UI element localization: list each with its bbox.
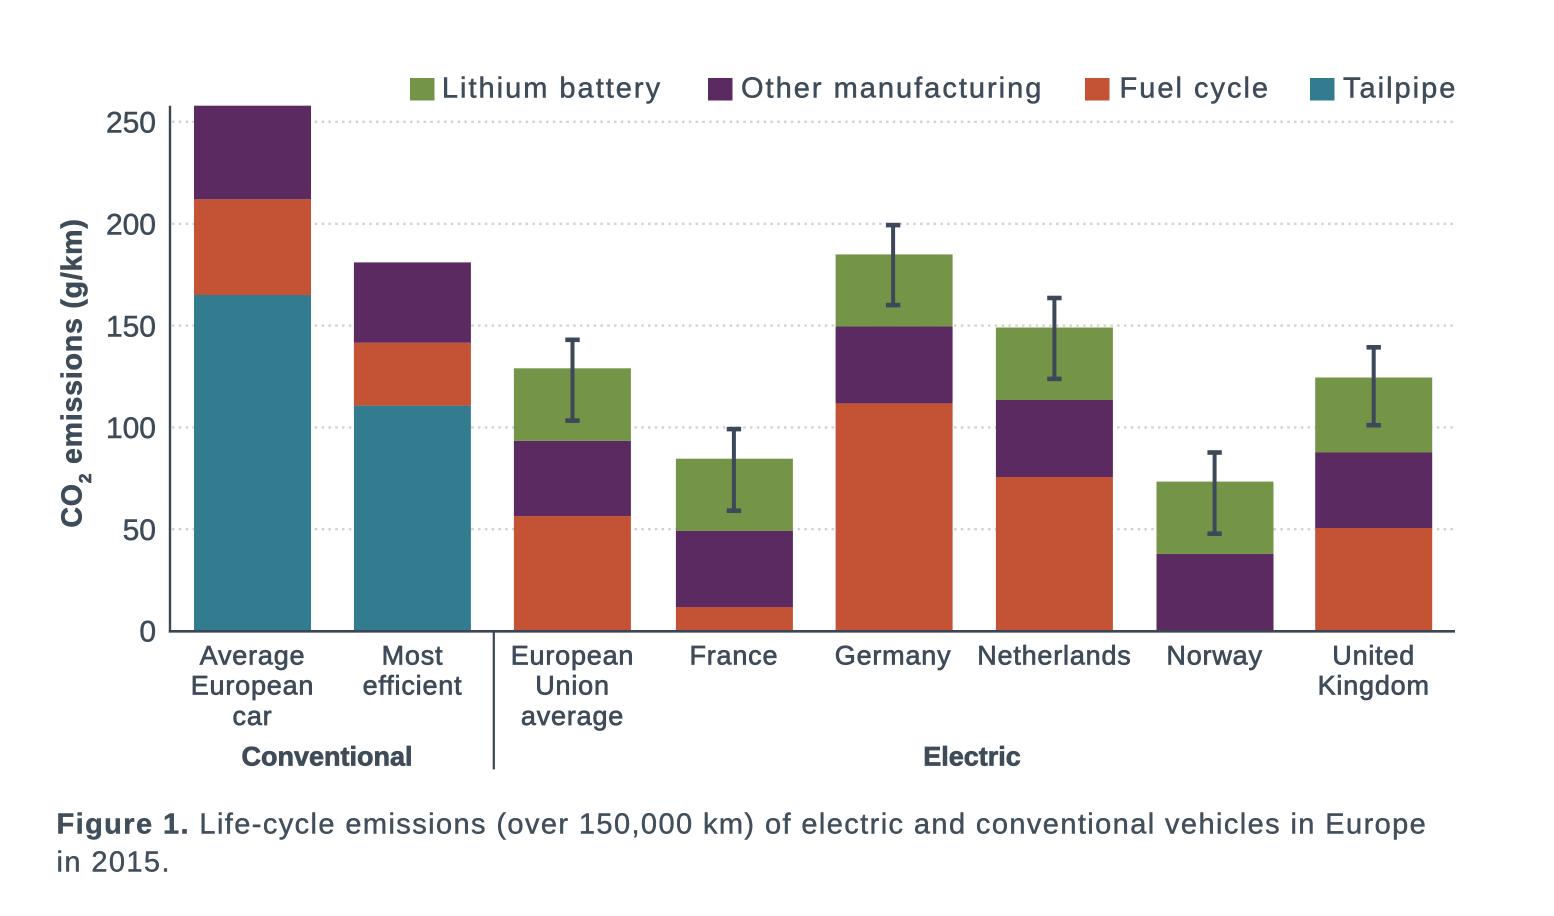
svg-text:Union: Union	[535, 671, 610, 701]
svg-text:European: European	[511, 640, 635, 670]
svg-text:Fuel cycle: Fuel cycle	[1120, 72, 1271, 104]
svg-text:Tailpipe: Tailpipe	[1343, 72, 1457, 104]
svg-text:average: average	[521, 701, 624, 731]
svg-text:European: European	[191, 671, 315, 701]
svg-text:Netherlands: Netherlands	[977, 640, 1131, 670]
svg-text:United: United	[1332, 640, 1415, 670]
svg-text:car: car	[233, 701, 273, 731]
svg-text:150: 150	[106, 310, 156, 343]
svg-text:100: 100	[106, 412, 156, 445]
svg-text:200: 200	[106, 209, 156, 242]
svg-text:Lithium battery: Lithium battery	[442, 72, 662, 104]
svg-text:Conventional: Conventional	[241, 742, 412, 772]
svg-text:250: 250	[106, 107, 156, 140]
svg-text:Average: Average	[200, 640, 306, 670]
svg-text:efficient: efficient	[363, 671, 463, 701]
svg-text:Germany: Germany	[835, 640, 952, 670]
svg-text:Figure 1. Life-cycle emissions: Figure 1. Life-cycle emissions (over 150…	[57, 808, 1428, 840]
svg-text:CO2 emissions (g/km): CO2 emissions (g/km)	[57, 218, 96, 527]
svg-text:France: France	[689, 640, 778, 670]
svg-text:Norway: Norway	[1166, 640, 1262, 670]
svg-text:in 2015.: in 2015.	[57, 846, 171, 878]
svg-text:Most: Most	[382, 640, 444, 670]
svg-text:Other manufacturing: Other manufacturing	[741, 72, 1043, 104]
svg-text:Kingdom: Kingdom	[1318, 671, 1430, 701]
svg-text:0: 0	[139, 616, 156, 649]
svg-text:Electric: Electric	[923, 742, 1021, 772]
svg-text:50: 50	[123, 514, 156, 547]
